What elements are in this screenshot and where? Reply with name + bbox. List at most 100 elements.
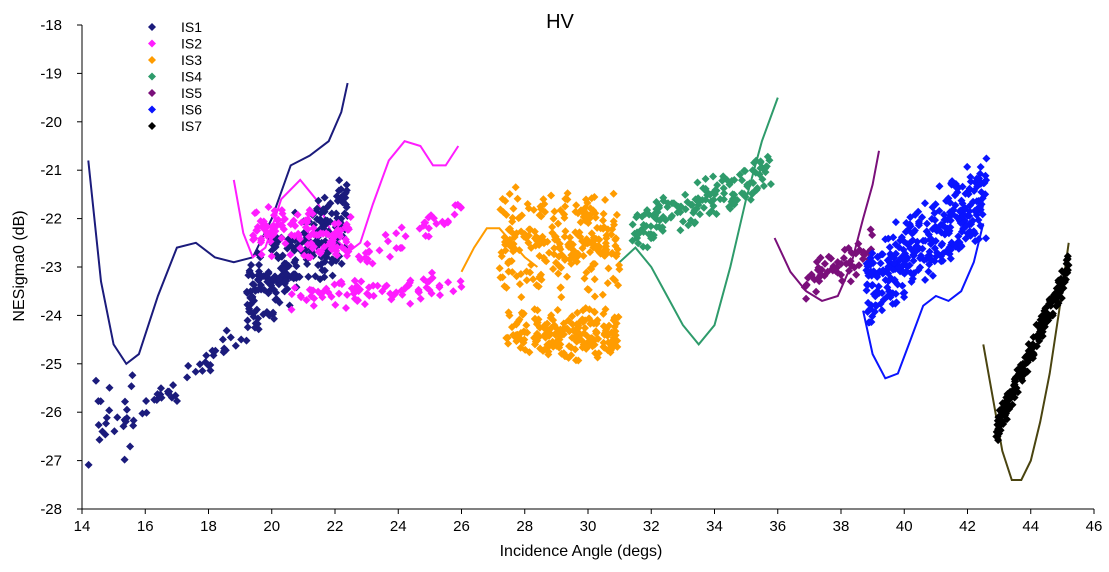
data-point — [965, 184, 974, 193]
data-point — [509, 204, 518, 213]
data-point — [607, 249, 616, 258]
data-point — [607, 328, 616, 337]
data-point — [931, 216, 939, 225]
data-point — [319, 205, 328, 214]
data-point — [428, 268, 436, 277]
data-point — [309, 251, 318, 260]
data-point — [184, 361, 193, 370]
data-point — [970, 206, 979, 215]
data-point — [342, 180, 351, 189]
data-point — [896, 236, 905, 245]
data-point — [354, 252, 363, 261]
data-point — [676, 208, 685, 217]
y-axis-title: NESigma0 (dB) — [11, 210, 28, 321]
data-point — [250, 296, 258, 305]
data-point — [730, 176, 739, 184]
data-point — [169, 381, 178, 390]
data-point — [693, 178, 702, 187]
data-point — [923, 219, 931, 228]
data-point — [267, 252, 276, 261]
legend-marker — [148, 56, 156, 64]
data-point — [567, 343, 576, 352]
data-point — [353, 297, 362, 305]
series-is6 — [862, 154, 991, 327]
data-point — [270, 285, 278, 294]
data-point — [1022, 359, 1031, 368]
data-point — [591, 349, 600, 358]
data-point — [1038, 332, 1047, 341]
y-tick-label: -24 — [40, 307, 62, 324]
data-point — [868, 249, 877, 258]
data-point — [890, 275, 899, 284]
data-point — [639, 220, 648, 229]
legend-label: IS7 — [181, 118, 202, 134]
data-point — [504, 308, 513, 317]
data-point — [496, 273, 505, 282]
data-point — [120, 455, 129, 464]
data-point — [280, 287, 289, 296]
data-point — [400, 284, 409, 293]
data-point — [363, 289, 372, 298]
data-point — [858, 255, 867, 263]
data-point — [327, 209, 336, 218]
data-point — [632, 213, 641, 222]
data-point — [557, 293, 566, 302]
data-point — [290, 258, 299, 267]
data-point — [651, 213, 660, 222]
data-point — [306, 253, 315, 262]
data-point — [1017, 374, 1026, 383]
x-tick-label: 26 — [453, 518, 470, 535]
data-point — [271, 240, 280, 249]
data-point — [659, 193, 668, 202]
data-point — [937, 241, 946, 250]
data-point — [820, 259, 829, 268]
data-point — [997, 419, 1006, 428]
data-point — [247, 308, 256, 317]
data-point — [844, 244, 853, 253]
data-point — [530, 333, 539, 342]
data-point — [930, 257, 939, 266]
data-point — [443, 218, 452, 227]
data-point — [906, 238, 914, 247]
data-point — [286, 250, 295, 259]
data-point — [701, 184, 710, 193]
data-point — [1024, 346, 1033, 355]
data-point — [523, 328, 532, 337]
data-point — [579, 306, 587, 315]
legend-label: IS4 — [181, 69, 202, 85]
data-point — [270, 206, 279, 215]
data-point — [1002, 404, 1011, 412]
data-point — [720, 189, 729, 198]
data-point — [753, 184, 762, 193]
data-point — [994, 425, 1003, 434]
data-point — [957, 196, 966, 205]
data-point — [282, 276, 291, 285]
data-point — [684, 221, 693, 230]
data-point — [873, 252, 882, 261]
data-point — [279, 215, 288, 224]
data-point — [1045, 296, 1054, 305]
legend-marker — [148, 72, 156, 81]
data-point — [552, 258, 560, 267]
data-point — [202, 351, 211, 360]
data-point — [157, 393, 166, 402]
data-point — [540, 321, 549, 330]
data-point — [883, 292, 892, 301]
data-point — [552, 235, 561, 244]
data-point — [602, 234, 611, 243]
data-point — [647, 234, 656, 243]
data-point — [308, 244, 317, 253]
data-point — [598, 290, 607, 299]
data-point — [277, 234, 286, 243]
data-point — [129, 416, 138, 425]
data-point — [221, 346, 230, 355]
data-point — [935, 222, 944, 231]
data-point — [337, 185, 346, 194]
data-point — [726, 204, 735, 213]
data-point — [868, 281, 876, 290]
data-point — [891, 289, 900, 298]
curve-is5 — [773, 150, 880, 302]
data-point — [519, 309, 528, 318]
data-point — [900, 288, 909, 297]
data-point — [590, 308, 599, 317]
